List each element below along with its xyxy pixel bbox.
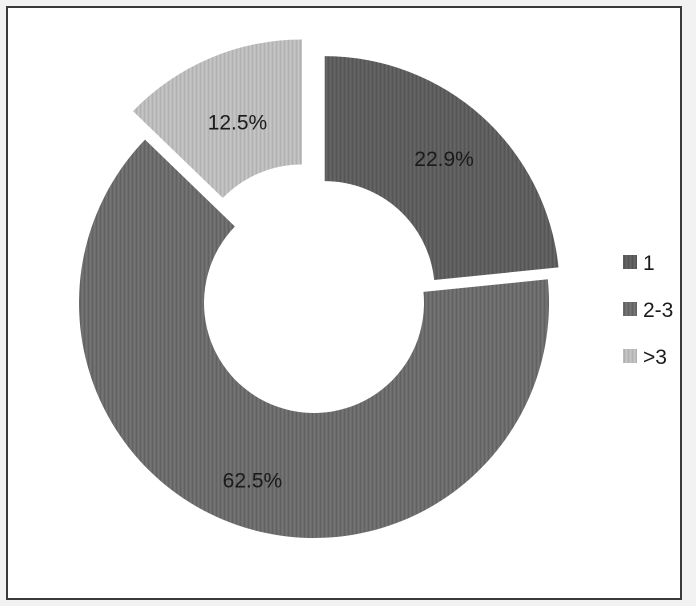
slice-2-3-label: 62.5% [223, 470, 283, 493]
legend-item-2-3-swatch [623, 302, 637, 316]
slice-gt-3 [132, 39, 302, 199]
legend-item-1: 1 [623, 252, 655, 275]
legend-item-gt-3: >3 [623, 346, 667, 369]
slice-1-label: 22.9% [414, 148, 474, 171]
slice-1 [324, 56, 559, 281]
legend-item-1-swatch [623, 255, 637, 269]
legend-item-gt-3-label: >3 [643, 346, 667, 369]
legend-item-2-3-label: 2-3 [643, 299, 673, 322]
legend-item-gt-3-swatch [623, 349, 637, 363]
slice-2-3 [78, 139, 549, 539]
slice-gt-3-label: 12.5% [208, 112, 268, 135]
legend-item-1-label: 1 [643, 252, 655, 275]
legend-item-2-3: 2-3 [623, 299, 673, 322]
